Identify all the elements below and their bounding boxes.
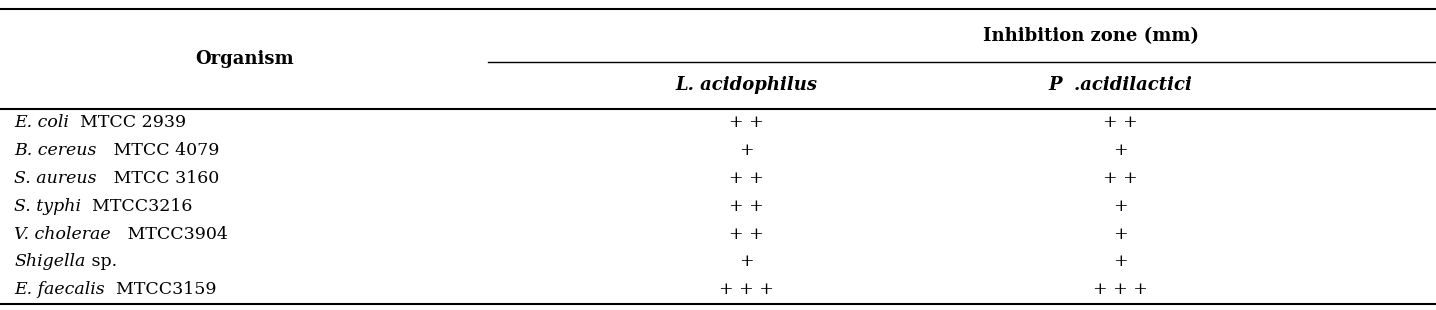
Text: sp.: sp. [86,254,116,270]
Text: + +: + + [729,226,764,242]
Text: MTCC3904: MTCC3904 [111,226,228,242]
Text: + +: + + [729,170,764,187]
Text: + +: + + [1103,114,1137,131]
Text: +: + [740,142,754,159]
Text: Shigella: Shigella [14,254,86,270]
Text: + +: + + [729,114,764,131]
Text: MTCC3159: MTCC3159 [105,281,217,298]
Text: MTCC 2939: MTCC 2939 [69,114,187,131]
Text: MTCC3216: MTCC3216 [82,198,192,215]
Text: +: + [1113,198,1127,215]
Text: +: + [1113,254,1127,270]
Text: Organism: Organism [195,50,293,68]
Text: E. coli: E. coli [14,114,69,131]
Text: MTCC 4079: MTCC 4079 [96,142,220,159]
Text: S. typhi: S. typhi [14,198,82,215]
Text: V. cholerae: V. cholerae [14,226,111,242]
Text: + +: + + [1103,170,1137,187]
Text: + + +: + + + [719,281,774,298]
Text: + +: + + [729,198,764,215]
Text: MTCC 3160: MTCC 3160 [96,170,220,187]
Text: P  .acidilactici: P .acidilactici [1048,76,1192,94]
Text: + + +: + + + [1093,281,1147,298]
Text: +: + [740,254,754,270]
Text: E. faecalis: E. faecalis [14,281,105,298]
Text: +: + [1113,142,1127,159]
Text: Inhibition zone (mm): Inhibition zone (mm) [984,27,1199,45]
Text: L. acidophilus: L. acidophilus [676,76,817,94]
Text: B. cereus: B. cereus [14,142,96,159]
Text: +: + [1113,226,1127,242]
Text: S. aureus: S. aureus [14,170,96,187]
